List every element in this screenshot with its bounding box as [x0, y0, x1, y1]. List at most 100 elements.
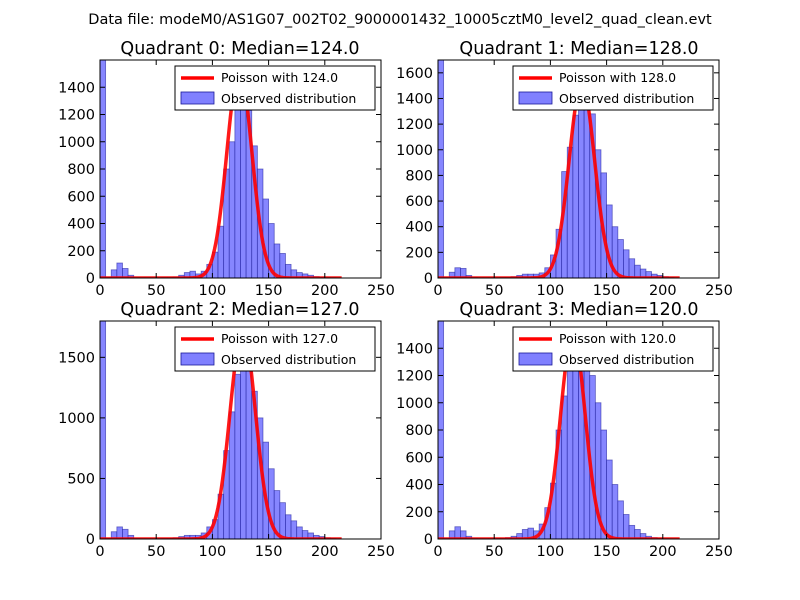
quadrant-0-legend-label-poisson: Poisson with 124.0 — [221, 70, 338, 85]
quadrant-2-x-tick-label: 0 — [95, 544, 104, 560]
quadrant-2-histogram-bar — [245, 359, 253, 539]
quadrant-1-legend-bar-swatch — [518, 91, 553, 105]
quadrant-1-x-tick-label: 250 — [705, 283, 733, 299]
quadrant-3-panel: Quadrant 3: Median=120.0 0 50 100 150 200 250… — [396, 300, 733, 560]
quadrant-1-y-tick-label: 0 — [424, 271, 433, 287]
quadrant-3-title: Quadrant 3: Median=120.0 — [459, 300, 698, 320]
quadrant-0-x-tick-label: 100 — [199, 283, 227, 299]
quadrant-0-y-tick-label: 400 — [67, 217, 95, 233]
quadrant-0-x-tick-label: 250 — [367, 283, 395, 299]
quadrant-1-histogram-bar — [460, 267, 467, 278]
quadrant-1-x-tick-label: 100 — [537, 283, 565, 299]
quadrant-2-histogram-bar — [285, 514, 292, 539]
quadrant-1-histogram-bar — [634, 264, 641, 278]
quadrant-3-histogram-bar — [561, 395, 568, 539]
quadrant-2-histogram-bar — [228, 411, 236, 539]
quadrant-0-x-tick-label: 150 — [255, 283, 283, 299]
quadrant-3-x-tick-label: 200 — [649, 544, 677, 560]
quadrant-3-histogram-bar — [566, 361, 574, 539]
quadrant-2-histogram-bar — [296, 526, 303, 539]
quadrant-3-poisson-curve — [438, 331, 681, 539]
quadrant-3-y-tick-label: 600 — [405, 450, 433, 466]
quadrant-0-y-tick-label: 600 — [67, 189, 95, 205]
quadrant-0-title: Quadrant 0: Median=124.0 — [120, 39, 359, 59]
quadrant-1-y-tick-label: 1000 — [396, 143, 433, 159]
quadrant-2-panel: Quadrant 2: Median=127.0 0 50 100 150 200 250… — [58, 300, 395, 560]
quadrant-0-x-tick-label: 200 — [311, 283, 339, 299]
quadrant-0-histogram-bar — [234, 93, 241, 278]
quadrant-2-legend: Poisson with 127.0 Observed distribution — [174, 326, 376, 372]
quadrant-3-histogram-bar — [454, 526, 461, 539]
quadrant-1-y-tick-label: 1400 — [396, 91, 433, 107]
quadrant-1-y-tick-label: 1600 — [396, 66, 433, 82]
quadrant-2-legend-label-poisson: Poisson with 127.0 — [221, 331, 338, 346]
quadrant-0-legend-label-observed: Observed distribution — [221, 91, 356, 106]
quadrant-3-y-tick-label: 1200 — [396, 369, 433, 385]
quadrant-2-axes-frame — [99, 320, 382, 540]
quadrant-1-title: Quadrant 1: Median=128.0 — [459, 39, 698, 59]
quadrant-1-histogram-bar — [623, 249, 630, 278]
quadrant-1-y-tick-label: 200 — [405, 245, 433, 261]
quadrant-3-y-tick-label: 1000 — [396, 396, 433, 412]
quadrant-2-y-tick-label: 0 — [86, 532, 95, 548]
quadrant-2-x-tick-label: 50 — [147, 544, 165, 560]
quadrant-0-panel: Quadrant 0: Median=124.0 0 50 100 150 200 250… — [58, 39, 395, 299]
quadrant-3-x-tick-label: 250 — [705, 544, 733, 560]
quadrant-3-legend-label-observed: Observed distribution — [559, 352, 694, 367]
quadrant-3-x-tick-label: 100 — [537, 544, 565, 560]
quadrant-1-legend-label-poisson: Poisson with 128.0 — [559, 70, 676, 85]
quadrant-2-histogram-bar — [240, 344, 247, 539]
quadrant-1-x-tick-label: 50 — [485, 283, 503, 299]
quadrant-1-x-tick-label: 0 — [433, 283, 442, 299]
quadrant-3-histogram-bar — [617, 500, 624, 539]
quadrant-2-histogram-bar — [100, 321, 107, 539]
quadrant-3-x-tick-label: 150 — [593, 544, 621, 560]
quadrant-0-x-tick-label: 0 — [95, 283, 104, 299]
quadrant-2-x-tick-label: 250 — [367, 544, 395, 560]
quadrant-2-x-tick-label: 200 — [311, 544, 339, 560]
quadrant-0-legend-bar-swatch — [180, 91, 215, 105]
quadrant-3-histogram-bar — [460, 530, 467, 539]
quadrant-0-poisson-curve — [100, 67, 343, 278]
quadrant-3-y-tick-label: 400 — [405, 478, 433, 494]
quadrant-2-x-tick-label: 100 — [199, 544, 227, 560]
quadrant-0-histogram-bar — [228, 141, 236, 278]
quadrant-1-x-tick-label: 200 — [649, 283, 677, 299]
quadrant-0-histogram-bar — [285, 263, 292, 278]
quadrant-0-histogram-bar — [279, 253, 286, 278]
quadrant-3-y-tick-label: 1400 — [396, 341, 433, 357]
quadrant-3-legend-bar-swatch — [518, 352, 553, 366]
quadrant-1-histogram-bar — [572, 114, 579, 278]
quadrant-3-legend-label-poisson: Poisson with 120.0 — [559, 331, 676, 346]
quadrant-2-y-tick-label: 1500 — [58, 350, 95, 366]
quadrant-3-x-tick-label: 0 — [433, 544, 442, 560]
quadrant-3-y-tick-label: 800 — [405, 423, 433, 439]
quadrant-0-y-tick-label: 1400 — [58, 80, 95, 96]
quadrant-1-histogram-bar — [617, 239, 624, 278]
quadrant-3-x-tick-label: 50 — [485, 544, 503, 560]
quadrant-0-y-tick-label: 800 — [67, 162, 95, 178]
quadrant-3-y-tick-label: 0 — [424, 532, 433, 548]
quadrant-1-histogram-bar — [628, 258, 636, 278]
quadrant-0-plot-area — [100, 60, 343, 278]
quadrant-3-y-tick-label: 200 — [405, 505, 433, 521]
quadrant-2-histogram-bar — [234, 373, 241, 539]
quadrant-2-histogram-bar — [279, 502, 286, 539]
quadrant-2-x-tick-label: 150 — [255, 544, 283, 560]
quadrant-1-y-tick-label: 400 — [405, 220, 433, 236]
quadrant-2-histogram-bar — [116, 526, 123, 539]
quadrant-1-y-tick-label: 600 — [405, 194, 433, 210]
quadrant-1-histogram-bar — [438, 60, 445, 278]
figure-suptitle: Data file: modeM0/AS1G07_002T02_90000014… — [88, 12, 712, 28]
quadrant-0-y-tick-label: 0 — [86, 271, 95, 287]
quadrant-1-legend-label-observed: Observed distribution — [559, 91, 694, 106]
quadrant-1-panel: Quadrant 1: Median=128.0 0 50 100 150 200 250… — [396, 39, 733, 299]
quadrant-3-histogram-bar — [606, 459, 613, 539]
quadrant-3-histogram-bar — [611, 484, 619, 539]
quadrant-1-x-tick-label: 150 — [593, 283, 621, 299]
quadrant-2-legend-bar-swatch — [180, 352, 215, 366]
quadrant-2-y-tick-label: 1000 — [58, 411, 95, 427]
quadrant-2-histogram-bar — [290, 520, 298, 539]
quadrant-1-legend: Poisson with 128.0 Observed distribution — [512, 65, 714, 111]
